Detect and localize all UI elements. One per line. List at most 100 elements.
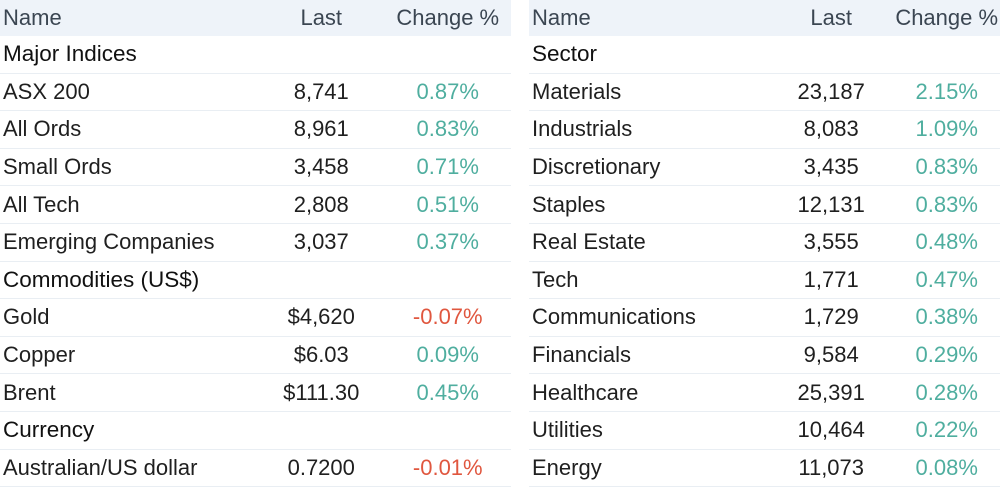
row-last-value: 0.7200 [287,454,355,480]
table-row: Discretionary 3,435 0.83% [529,149,1000,187]
row-change-percent: -0.07% [412,304,483,330]
row-last-value: $4,620 [287,304,355,330]
section-title: Currency [3,417,95,443]
row-change-percent: 0.51% [416,191,479,217]
name-column-header: Name [3,5,62,30]
row-name: Materials [532,78,622,104]
row-name: Australian/US dollar [3,454,198,480]
row-change-percent: 0.09% [416,342,479,368]
row-last-value: 8,741 [293,78,349,104]
row-change-percent: 0.28% [915,379,978,405]
row-name: Staples [532,191,606,217]
table-row: Materials 23,187 2.15% [529,74,1000,112]
row-change-percent: 0.37% [416,229,479,255]
table-row: Financials 9,584 0.29% [529,337,1000,375]
row-last-value: 8,961 [293,116,349,142]
table-row: Australian/US dollar 0.7200 -0.01% [0,450,511,487]
row-name: All Tech [3,191,80,217]
row-name: Financials [532,342,632,368]
row-name: Emerging Companies [3,229,215,255]
row-last-value: 25,391 [797,379,865,405]
row-name: Industrials [532,116,633,142]
section-title: Sector [532,41,598,67]
row-last-value: 3,037 [293,229,349,255]
row-change-percent: 0.47% [915,266,978,292]
row-last-value: 2,808 [293,191,349,217]
table-row: Energy 11,073 0.08% [529,450,1000,487]
market-indices-table: Name Last Change % Major Indices ASX 200 8… [0,0,511,487]
row-change-percent: 0.08% [915,454,978,480]
row-name: Energy [532,454,602,480]
table-row: Copper $6.03 0.09% [0,337,511,375]
last-column-header: Last [810,5,852,30]
row-change-percent: 0.22% [915,417,978,443]
change-column-header: Change % [396,5,500,30]
table-row: Communications 1,729 0.38% [529,299,1000,337]
name-column-header: Name [532,5,591,30]
table-header: Name Last Change % [529,0,1000,36]
row-last-value: 1,729 [803,304,859,330]
row-last-value: $6.03 [293,342,349,368]
row-change-percent: 0.29% [915,342,978,368]
row-last-value: 9,584 [803,342,859,368]
table-row: All Tech 2,808 0.51% [0,186,511,224]
table-row: Utilities 10,464 0.22% [529,412,1000,450]
row-change-percent: 0.48% [915,229,978,255]
row-last-value: 3,555 [803,229,859,255]
row-change-percent: 1.09% [915,116,978,142]
row-last-value: 1,771 [803,266,859,292]
table-row: Brent $111.30 0.45% [0,374,511,412]
row-last-value: 11,073 [798,454,865,480]
row-last-value: 12,131 [797,191,865,217]
row-name: Brent [3,379,56,405]
row-change-percent: 2.15% [915,78,978,104]
change-column-header: Change % [895,5,999,30]
row-name: Small Ords [3,154,112,180]
row-name: Communications [532,304,696,330]
row-last-value: 8,083 [803,116,859,142]
table-row: Industrials 8,083 1.09% [529,111,1000,149]
table-row: Healthcare 25,391 0.28% [529,374,1000,412]
section-title: Commodities (US$) [3,266,200,292]
row-name: Discretionary [532,154,661,180]
sector-table: Name Last Change % Sector Materials 23,187… [529,0,1000,487]
section-heading: Commodities (US$) [0,262,511,300]
row-name: Utilities [532,417,603,443]
row-name: All Ords [3,116,82,142]
table-row: Real Estate 3,555 0.48% [529,224,1000,262]
row-name: Real Estate [532,229,646,255]
table-body: Sector Materials 23,187 2.15% Industrials 8,0… [529,36,1000,487]
row-last-value: 23,187 [797,78,865,104]
last-column-header: Last [300,5,343,30]
row-change-percent: 0.71% [416,154,479,180]
row-last-value: $111.30 [283,379,360,405]
row-name: Tech [532,266,579,292]
row-last-value: 3,458 [293,154,349,180]
row-change-percent: 0.83% [416,116,479,142]
row-change-percent: 0.45% [416,379,479,405]
row-change-percent: -0.01% [412,454,483,480]
row-change-percent: 0.87% [416,78,479,104]
row-name: Healthcare [532,379,639,405]
row-last-value: 10,464 [797,417,865,443]
table-row: ASX 200 8,741 0.87% [0,74,511,112]
table-row: Staples 12,131 0.83% [529,186,1000,224]
table-row: Tech 1,771 0.47% [529,262,1000,300]
row-name: ASX 200 [3,78,90,104]
section-heading: Major Indices [0,36,511,74]
section-heading: Sector [529,36,1000,74]
section-title: Major Indices [3,41,137,67]
row-change-percent: 0.83% [915,191,978,217]
table-row: All Ords 8,961 0.83% [0,111,511,149]
table-body: Major Indices ASX 200 8,741 0.87% All Ords 8,… [0,36,511,487]
section-heading: Currency [0,412,511,450]
row-name: Gold [3,304,50,330]
row-name: Copper [3,342,76,368]
table-row: Small Ords 3,458 0.71% [0,149,511,187]
table-header: Name Last Change % [0,0,511,36]
table-row: Emerging Companies 3,037 0.37% [0,224,511,262]
row-last-value: 3,435 [803,154,859,180]
row-change-percent: 0.38% [915,304,978,330]
row-change-percent: 0.83% [915,154,978,180]
table-row: Gold $4,620 -0.07% [0,299,511,337]
